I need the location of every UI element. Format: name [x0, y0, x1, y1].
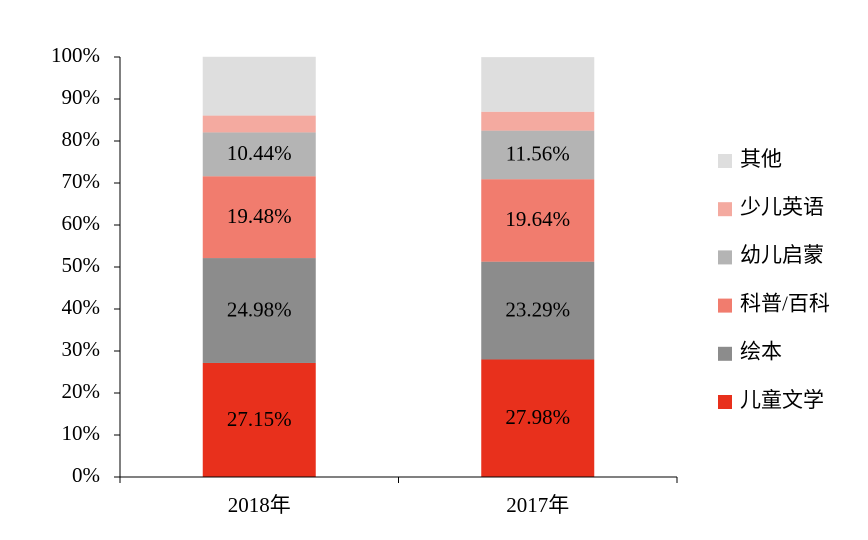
bar-segment	[481, 261, 595, 360]
data-label: 10.44%	[227, 141, 292, 165]
legend-label: 科普/百科	[740, 291, 830, 315]
data-label: 27.98%	[505, 405, 570, 429]
bar-segment	[481, 111, 595, 131]
legend-swatch	[718, 154, 732, 168]
y-tick-label: 0%	[72, 463, 100, 487]
legend-swatch	[718, 346, 732, 361]
y-tick-label: 60%	[62, 211, 101, 235]
legend-swatch	[718, 250, 732, 265]
bar-segment	[202, 56, 316, 116]
y-tick-label: 10%	[62, 421, 101, 445]
x-tick-label: 2018年	[228, 493, 291, 517]
bar-segment	[481, 359, 595, 477]
legend-label: 绘本	[740, 340, 782, 364]
data-label: 11.56%	[506, 142, 570, 166]
legend-label: 其他	[740, 147, 782, 171]
data-label: 19.64%	[505, 207, 570, 231]
legend-label: 幼儿启蒙	[740, 243, 824, 267]
y-tick-label: 100%	[51, 43, 100, 67]
y-tick-label: 30%	[62, 337, 101, 361]
y-tick-label: 40%	[62, 295, 101, 319]
legend-swatch	[718, 395, 732, 409]
y-tick-label: 80%	[62, 127, 101, 151]
bar-segment	[202, 362, 316, 477]
bar-segment	[481, 179, 595, 262]
legend-label: 儿童文学	[740, 388, 824, 412]
data-label: 23.29%	[505, 297, 570, 321]
y-tick-label: 70%	[62, 169, 101, 193]
y-tick-label: 20%	[62, 379, 101, 403]
y-tick-label: 90%	[62, 85, 101, 109]
y-tick-label: 50%	[62, 253, 101, 277]
x-tick-label: 2017年	[506, 493, 569, 517]
bar-segment	[202, 176, 316, 259]
legend-swatch	[718, 202, 732, 217]
bar-segment	[481, 57, 595, 112]
data-label: 27.15%	[227, 407, 292, 431]
bar-segment	[202, 115, 316, 133]
legend-label: 少儿英语	[740, 195, 824, 219]
bar-segment	[481, 130, 595, 180]
bar-segment	[202, 132, 316, 177]
legend-swatch	[718, 298, 732, 313]
data-label: 19.48%	[227, 204, 292, 228]
bar-segment	[202, 258, 316, 363]
data-label: 24.98%	[227, 297, 292, 321]
